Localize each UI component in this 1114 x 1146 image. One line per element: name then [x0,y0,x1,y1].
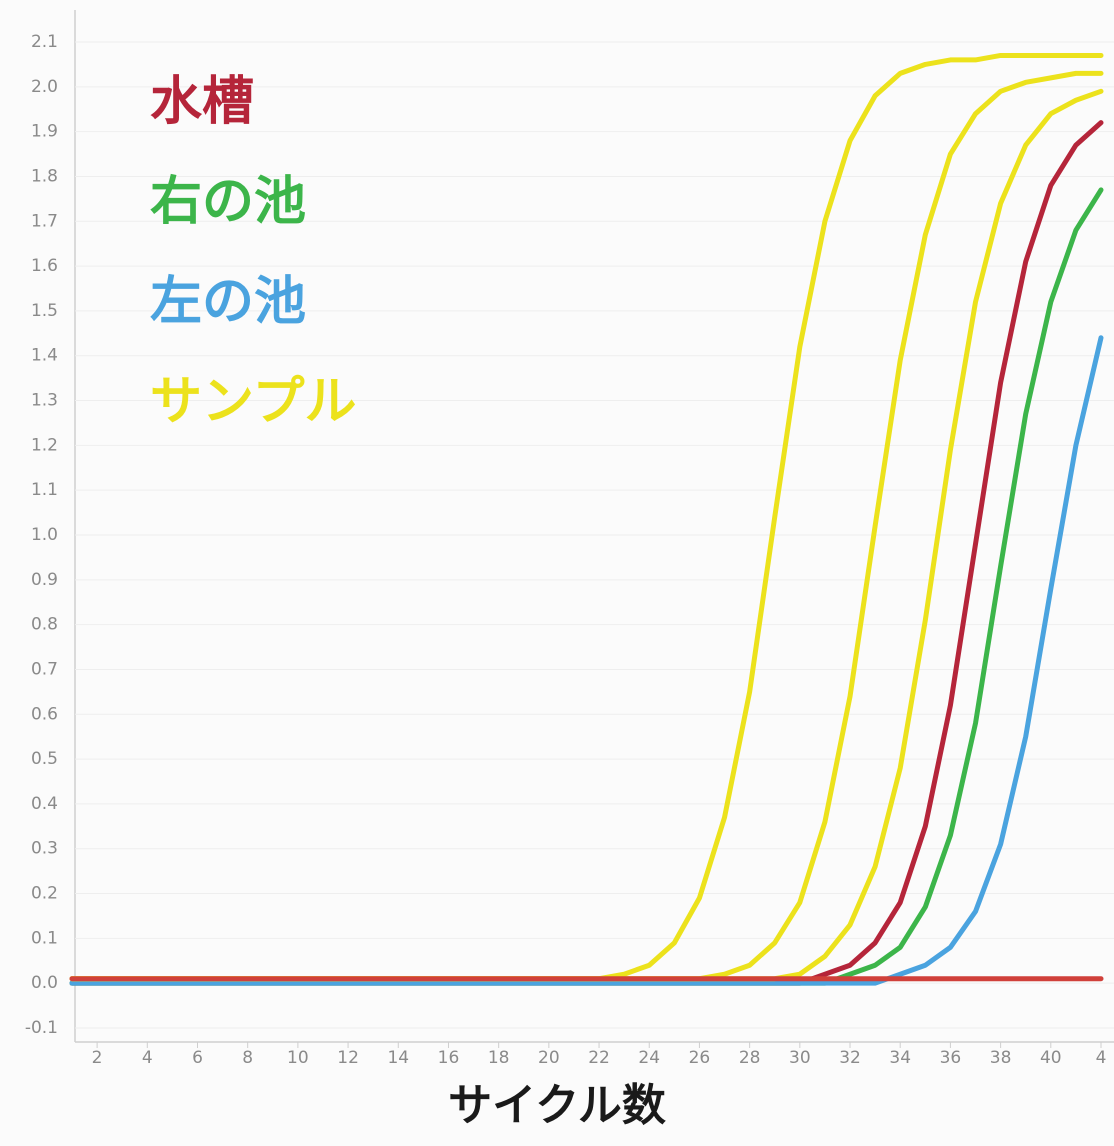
y-tick-label: -0.1 [25,1018,58,1038]
x-tick-label: 40 [1040,1048,1062,1068]
x-tick-label: 6 [192,1048,203,1068]
y-tick-label: 0.1 [31,928,58,948]
x-tick-label: 24 [638,1048,660,1068]
x-tick-label: 10 [287,1048,309,1068]
x-tick-label: 12 [337,1048,359,1068]
x-tick-label: 36 [940,1048,962,1068]
y-tick-label: 1.4 [31,346,58,366]
x-tick-label: 38 [990,1048,1012,1068]
y-tick-label: 0.4 [31,794,58,814]
x-tick-label: 32 [839,1048,861,1068]
legend-label: 水槽 [150,72,254,132]
y-tick-label: 1.0 [31,525,58,545]
y-tick-label: 1.6 [31,256,58,276]
x-tick-label: 28 [739,1048,761,1068]
y-tick-label: 1.8 [31,166,58,186]
x-tick-label: 20 [538,1048,560,1068]
y-tick-label: 0.3 [31,839,58,859]
x-tick-label: 26 [689,1048,711,1068]
y-tick-label: 1.9 [31,122,58,142]
y-tick-label: 0.5 [31,749,58,769]
y-tick-label: 0.9 [31,570,58,590]
x-tick-label: 14 [387,1048,409,1068]
y-tick-label: 2.1 [31,32,58,52]
y-tick-label: 2.0 [31,77,58,97]
y-tick-label: 1.3 [31,391,58,411]
y-tick-label: 1.7 [31,211,58,231]
x-tick-label: 30 [789,1048,811,1068]
y-tick-label: 1.2 [31,435,58,455]
x-tick-label: 4 [1096,1048,1107,1068]
y-tick-label: 0.7 [31,659,58,679]
series-line [69,335,1104,986]
x-tick-label: 4 [142,1048,153,1068]
y-tick-label: 0.0 [31,973,58,993]
y-tick-label: 0.6 [31,704,58,724]
x-tick-label: 16 [438,1048,460,1068]
legend-label: 左の池 [150,272,306,332]
x-tick-label: 8 [242,1048,253,1068]
y-tick-label: 1.5 [31,301,58,321]
legend-label: サンプル [150,372,356,432]
y-tick-label: 0.8 [31,615,58,635]
legend-label: 右の池 [150,172,306,232]
x-tick-label: 18 [488,1048,510,1068]
x-tick-label: 34 [889,1048,911,1068]
y-tick-label: 1.1 [31,480,58,500]
x-tick-label: 2 [92,1048,103,1068]
x-axis-label: サイクル数 [448,1080,666,1131]
x-tick-label: 22 [588,1048,610,1068]
y-tick-label: 0.2 [31,884,58,904]
